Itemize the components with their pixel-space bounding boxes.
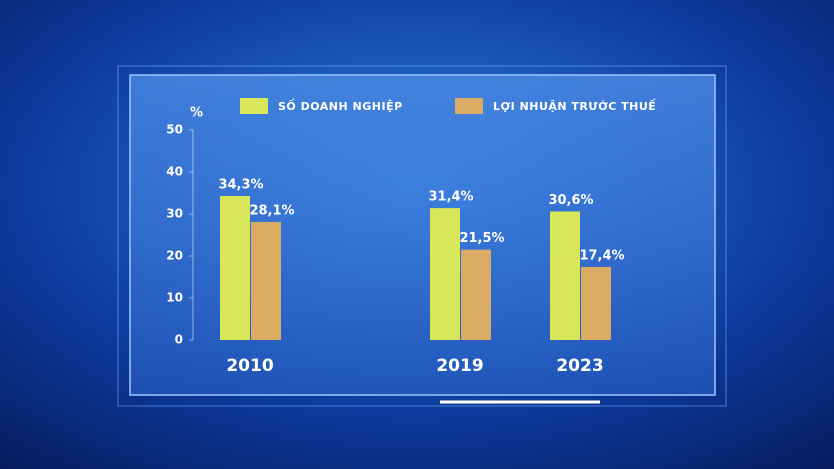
y-tick-label: 40: [166, 165, 183, 179]
legend-label: LỢI NHUẬN TRƯỚC THUẾ: [493, 98, 656, 113]
value-label: 31,4%: [428, 190, 473, 205]
y-tick-label: 50: [166, 123, 183, 137]
bar: [550, 211, 580, 340]
bar: [461, 249, 491, 340]
value-label: 21,5%: [459, 231, 504, 246]
frame: [117, 65, 727, 407]
y-tick-label: 0: [175, 333, 183, 347]
x-tick-label: 2023: [556, 356, 603, 376]
value-label: 30,6%: [548, 193, 593, 208]
y-tick-label: 20: [166, 249, 183, 263]
legend-swatch: [240, 98, 268, 114]
x-tick-label: 2010: [226, 356, 273, 376]
bar: [220, 195, 250, 340]
panel: [129, 74, 716, 396]
bar: [430, 208, 460, 340]
bar: [251, 221, 281, 340]
legend-label: SỐ DOANH NGHIỆP: [278, 98, 403, 113]
legend-swatch: [455, 98, 483, 114]
y-tick-label: 10: [166, 291, 183, 305]
value-label: 28,1%: [249, 203, 294, 218]
y-axis-label: %: [190, 106, 204, 121]
bar: [581, 266, 611, 340]
value-label: 34,3%: [218, 177, 263, 192]
value-label: 17,4%: [579, 248, 624, 263]
y-tick-label: 30: [166, 207, 183, 221]
x-tick-label: 2019: [436, 356, 483, 376]
